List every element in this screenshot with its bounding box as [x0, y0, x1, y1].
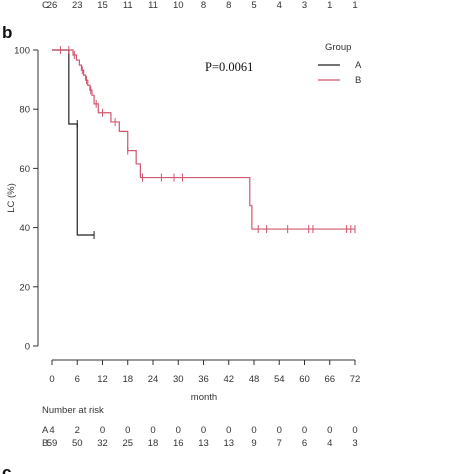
risk-value: 0 [251, 425, 256, 436]
risk-value: 4 [327, 438, 332, 449]
x-ticks: 0 6 12 18 24 30 36 42 48 54 60 66 72 [49, 360, 360, 385]
survival-curves [52, 46, 356, 239]
y-ticks: 0 20 40 60 80 100 [14, 46, 38, 353]
risk-value: 59 [47, 438, 58, 449]
risk-value: 13 [223, 438, 234, 449]
series-line-b [52, 49, 355, 230]
top-row-label: C [42, 0, 49, 11]
x-axis-title: month [191, 392, 217, 403]
legend-title: Group [325, 42, 351, 53]
x-tick-label: 6 [75, 374, 80, 385]
top-row-value: 15 [97, 0, 108, 11]
y-tick-label: 80 [19, 105, 30, 116]
top-row-value: 10 [173, 0, 184, 11]
y-tick-label: 60 [19, 164, 30, 175]
legend: Group A B [318, 42, 362, 86]
y-tick-label: 40 [19, 223, 30, 234]
top-row-value: 5 [251, 0, 256, 11]
risk-value: 25 [122, 438, 133, 449]
risk-value: 2 [75, 425, 80, 436]
legend-label-a: A [355, 60, 362, 71]
x-tick-label: 0 [49, 374, 54, 385]
risk-row-label: A [42, 425, 49, 436]
top-risk-row: C26 23 15 11 11 10 8 8 5 4 3 1 1 [42, 0, 358, 11]
p-value-annotation: P=0.0061 [205, 60, 253, 74]
risk-value: 4 [49, 425, 54, 436]
risk-value: 18 [148, 438, 159, 449]
risk-value: 3 [352, 438, 357, 449]
x-tick-label: 12 [97, 374, 108, 385]
risk-value: 0 [352, 425, 357, 436]
risk-value: 0 [201, 425, 206, 436]
risk-value: 0 [125, 425, 130, 436]
risk-table-title: Number at risk [42, 405, 104, 416]
top-row-value: 11 [123, 0, 133, 11]
y-axis-title: LC (%) [6, 183, 17, 213]
x-tick-label: 18 [122, 374, 133, 385]
top-row-value: 1 [352, 0, 357, 11]
top-row-value: 3 [302, 0, 307, 11]
risk-row-label: B [42, 438, 48, 449]
series-line-a [52, 49, 95, 236]
risk-value: 0 [150, 425, 155, 436]
panel-label-b: b [2, 23, 12, 42]
y-tick-label: 20 [19, 282, 30, 293]
risk-value: 0 [327, 425, 332, 436]
risk-value: 32 [97, 438, 108, 449]
risk-value: 6 [302, 438, 307, 449]
risk-value: 16 [173, 438, 184, 449]
top-row-value: 8 [201, 0, 206, 11]
top-row-value: 1 [327, 0, 332, 11]
top-row-value: 26 [47, 0, 58, 11]
panel-label-c: c [2, 463, 11, 474]
risk-value: 9 [251, 438, 256, 449]
legend-label-b: B [355, 75, 361, 86]
x-tick-label: 42 [223, 374, 234, 385]
y-tick-label: 100 [14, 46, 30, 57]
risk-value: 0 [277, 425, 282, 436]
x-tick-label: 54 [274, 374, 285, 385]
top-row-value: 4 [277, 0, 282, 11]
risk-value: 13 [198, 438, 209, 449]
risk-value: 0 [226, 425, 231, 436]
risk-value: 0 [100, 425, 105, 436]
x-tick-label: 30 [173, 374, 184, 385]
x-tick-label: 36 [198, 374, 209, 385]
risk-value: 50 [72, 438, 83, 449]
top-row-value: 11 [148, 0, 158, 11]
x-tick-label: 72 [350, 374, 361, 385]
x-tick-label: 24 [148, 374, 159, 385]
x-tick-label: 48 [249, 374, 260, 385]
y-tick-label: 0 [25, 342, 30, 353]
risk-value: 7 [277, 438, 282, 449]
risk-value: 0 [176, 425, 181, 436]
x-tick-label: 66 [324, 374, 335, 385]
x-tick-label: 60 [299, 374, 310, 385]
risk-value: 0 [302, 425, 307, 436]
top-row-value: 23 [72, 0, 83, 11]
top-row-value: 8 [226, 0, 231, 11]
